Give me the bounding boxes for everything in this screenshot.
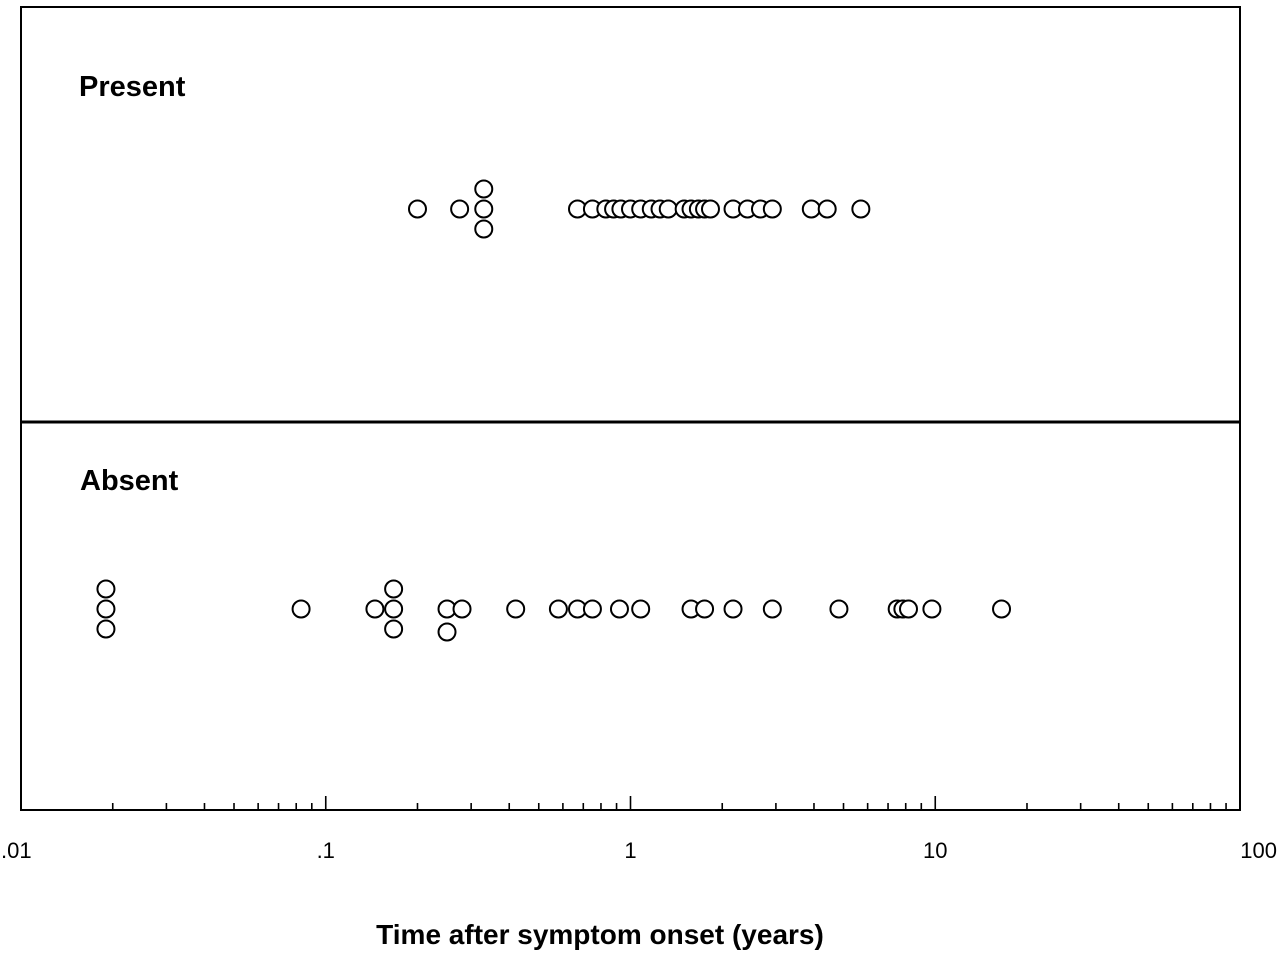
absent-point [631, 599, 651, 619]
absent-point [829, 599, 849, 619]
x-axis-title: Time after symptom onset (years) [376, 919, 824, 950]
present-point [474, 179, 494, 199]
panel-label-present: Present [79, 71, 186, 103]
absent-point [365, 599, 385, 619]
absent-point [762, 599, 782, 619]
absent-point [384, 579, 404, 599]
x-axis-ticks [20, 796, 1241, 810]
x-tick-label: .1 [317, 838, 335, 863]
present-point [474, 219, 494, 239]
present-point [658, 199, 678, 219]
x-tick-label: .01 [1, 838, 32, 863]
panel-label-absent: Absent [80, 465, 179, 497]
present-point [700, 199, 720, 219]
x-tick-label: 1 [624, 838, 636, 863]
absent-point [548, 599, 568, 619]
present-point [762, 199, 782, 219]
present-point [407, 199, 427, 219]
absent-point [452, 599, 472, 619]
absent-point [96, 599, 116, 619]
present-point [450, 199, 470, 219]
absent-points [96, 579, 1012, 642]
absent-point [506, 599, 526, 619]
plot-frame [20, 6, 1241, 811]
present-points [407, 179, 871, 239]
absent-point [437, 622, 457, 642]
absent-point [695, 599, 715, 619]
x-axis-tick-labels: .01 .1 1 10 100 [1, 838, 1277, 863]
present-point [851, 199, 871, 219]
absent-point [609, 599, 629, 619]
absent-point [96, 619, 116, 639]
absent-point [723, 599, 743, 619]
present-point [801, 199, 821, 219]
absent-point [384, 619, 404, 639]
absent-point [291, 599, 311, 619]
absent-point [992, 599, 1012, 619]
absent-point [898, 599, 918, 619]
absent-point [582, 599, 602, 619]
x-tick-label: 100 [1240, 838, 1277, 863]
absent-point [96, 579, 116, 599]
absent-point [384, 599, 404, 619]
x-tick-label: 10 [923, 838, 947, 863]
present-point [474, 199, 494, 219]
present-point [817, 199, 837, 219]
absent-point [922, 599, 942, 619]
